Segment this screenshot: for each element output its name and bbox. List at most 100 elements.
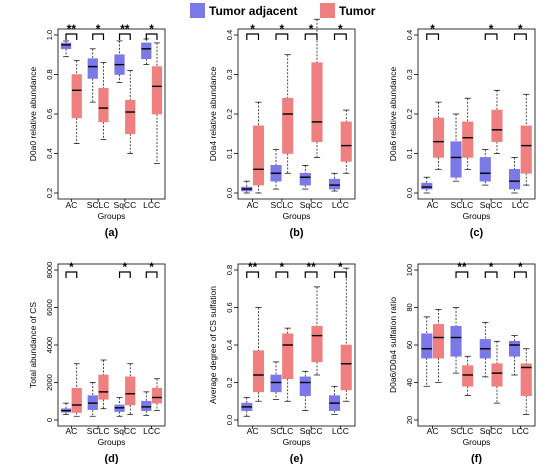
x-tick-label: AC: [247, 426, 259, 436]
x-tick-label: LCC: [143, 426, 160, 436]
box-tumor: [252, 350, 265, 393]
x-tick-label: SqCC: [480, 426, 503, 436]
box-tumor: [282, 333, 294, 380]
box-tumor: [151, 66, 163, 115]
legend: Tumor adjacent Tumor: [190, 3, 376, 18]
box-tumor: [491, 109, 503, 142]
panel-label: (a): [105, 227, 119, 239]
significance-bracket: [65, 271, 78, 278]
box-adjacent: [60, 42, 72, 50]
significance-marker: *: [338, 22, 343, 36]
y-tick-label: 0.0: [225, 415, 234, 425]
box-adjacent: [421, 182, 433, 190]
y-tick-label: 0.4: [225, 340, 234, 350]
x-tick-label: AC: [247, 200, 259, 210]
significance-bracket: [304, 33, 318, 40]
x-tick-label: SCLC: [271, 200, 294, 210]
y-tick-label: 6000: [45, 299, 54, 316]
x-tick-label: LCC: [332, 200, 349, 210]
box-tumor: [125, 99, 136, 135]
y-tick-label: 8000: [45, 262, 54, 279]
significance-marker: *: [280, 22, 285, 36]
box-tumor: [71, 74, 82, 119]
significance-bracket: [513, 271, 527, 278]
chart-panel-f: 20 40 60 80 100 D0a6/D0a4 sulfation ratio AC SC…: [388, 260, 536, 464]
significance-bracket: [333, 271, 347, 278]
x-tick-label: AC: [65, 426, 77, 436]
box-adjacent: [270, 374, 282, 393]
significance-marker: *: [518, 260, 523, 274]
significance-bracket: [275, 33, 289, 40]
box-adjacent: [479, 157, 491, 182]
y-axis-label: Average degree of CS sulfation: [208, 286, 218, 404]
box-tumor: [340, 344, 352, 391]
chart-panel-b: 0.0 0.1 0.2 0.3 0.4 D0a4 relative abundance AC…: [208, 18, 356, 239]
y-tick-label: 0.1: [405, 148, 414, 158]
box-adjacent: [141, 400, 152, 411]
y-tick-label: 0.8: [45, 69, 54, 79]
y-tick-label: 0.8: [225, 265, 234, 275]
box-adjacent: [450, 325, 462, 357]
box-tumor: [520, 125, 532, 174]
legend-label-tumor: Tumor: [339, 4, 376, 18]
significance-marker: *: [149, 22, 154, 36]
chart-panel-d: 0 2000 4000 6000 8000 Total abundance of CS AC…: [28, 260, 166, 464]
box-adjacent: [421, 333, 433, 359]
significance-bracket: [513, 33, 527, 40]
box-adjacent: [328, 178, 341, 190]
chart-panels: 0.2 0.4 0.6 0.8 1.0 D0a0 relative abundance AC…: [28, 18, 536, 464]
y-axis-label: D0a6 relative abundance: [388, 66, 398, 161]
significance-marker: **: [306, 260, 316, 274]
box-tumor: [432, 117, 445, 158]
x-tick-label: LCC: [512, 426, 529, 436]
box-tumor: [520, 363, 532, 396]
y-tick-label: 80: [405, 303, 414, 311]
significance-marker: *: [123, 260, 128, 274]
significance-marker: *: [430, 22, 435, 36]
legend-swatch-tumor: [320, 3, 335, 18]
significance-bracket: [246, 33, 260, 40]
y-tick-label: 0.2: [225, 109, 234, 119]
box-tumor: [432, 324, 445, 359]
box-tumor: [71, 387, 82, 413]
y-tick-label: 2000: [45, 374, 54, 391]
x-tick-label: AC: [427, 200, 439, 210]
x-tick-label: AC: [427, 426, 439, 436]
x-tick-label: SqCC: [114, 426, 137, 436]
box-tumor: [462, 365, 474, 387]
x-tick-label: AC: [65, 200, 77, 210]
significance-marker: *: [69, 260, 74, 274]
significance-marker: *: [489, 260, 494, 274]
x-tick-label: LCC: [512, 200, 529, 210]
panel-label: (b): [289, 227, 303, 239]
x-axis-label: Groups: [463, 437, 491, 447]
y-tick-label: 20: [405, 416, 414, 424]
significance-bracket: [92, 33, 105, 40]
significance-bracket: [484, 271, 498, 278]
x-tick-label: SqCC: [480, 200, 503, 210]
y-tick-label: 0.4: [225, 30, 234, 40]
y-tick-label: 0.2: [45, 188, 54, 198]
significance-marker: *: [149, 260, 154, 274]
y-axis-label: D0a4 relative abundance: [208, 66, 218, 161]
x-tick-label: SCLC: [451, 426, 474, 436]
y-tick-label: 0.2: [405, 109, 414, 119]
significance-bracket: [333, 33, 347, 40]
panel-label: (f): [471, 453, 482, 464]
significance-marker: *: [518, 22, 523, 36]
box-adjacent: [508, 340, 521, 357]
x-tick-label: SqCC: [114, 200, 137, 210]
box-adjacent: [141, 42, 152, 60]
significance-marker: *: [250, 22, 255, 36]
box-tumor: [462, 121, 474, 158]
box-tumor: [311, 325, 323, 363]
panel-label: (e): [290, 453, 304, 464]
significance-bracket: [455, 271, 469, 278]
y-tick-label: 0.4: [405, 30, 414, 40]
y-tick-label: 0.1: [225, 148, 234, 158]
significance-marker: **: [457, 260, 467, 274]
x-tick-label: SqCC: [300, 200, 323, 210]
y-tick-label: 100: [405, 264, 414, 277]
panel-label: (c): [470, 227, 484, 239]
box-adjacent: [450, 141, 462, 178]
